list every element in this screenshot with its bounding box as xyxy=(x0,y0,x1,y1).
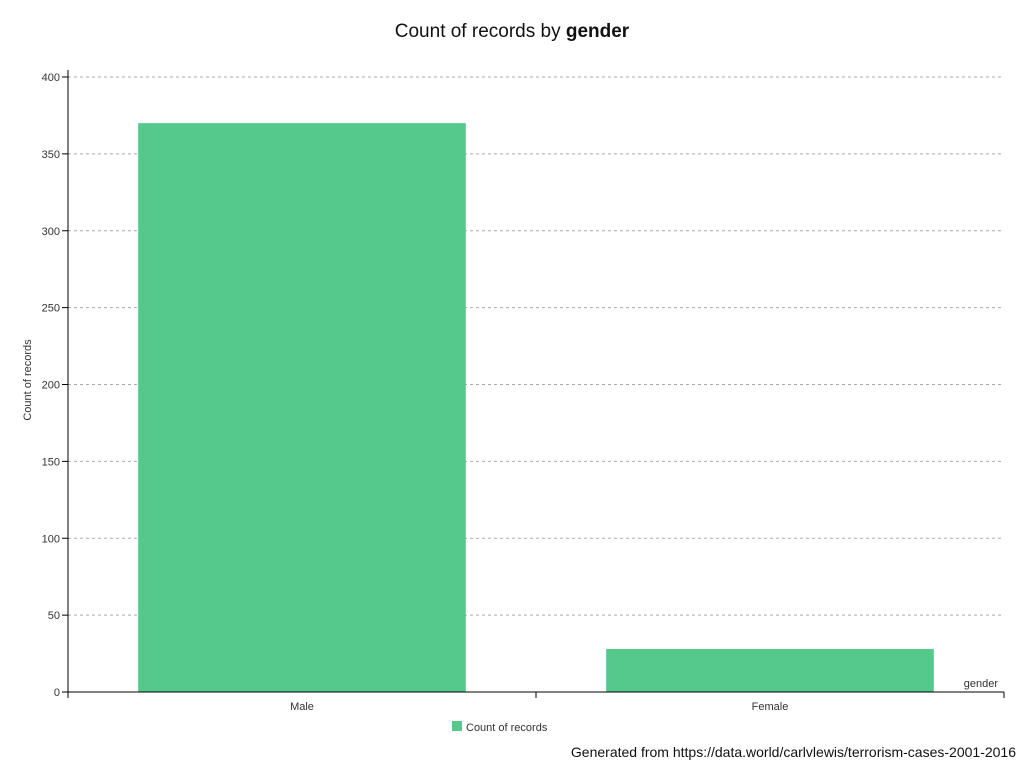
bar-male xyxy=(138,123,466,692)
y-tick-label: 250 xyxy=(42,303,60,315)
y-tick-label: 300 xyxy=(42,226,60,238)
chart-title: Count of records by gender xyxy=(395,21,630,42)
chart-title-field: gender xyxy=(566,21,630,42)
y-tick-label: 100 xyxy=(42,533,60,545)
y-tick-label: 50 xyxy=(48,610,60,622)
bars xyxy=(138,123,934,692)
x-axis-ticks: Male Female xyxy=(67,692,1005,713)
y-tick-label: 350 xyxy=(42,149,60,161)
x-tick-label: Male xyxy=(290,701,314,713)
legend: Count of records xyxy=(452,721,548,734)
legend-swatch xyxy=(452,721,462,731)
bar-female xyxy=(606,648,934,692)
y-tick-label: 200 xyxy=(42,380,60,392)
y-axis-ticks: 0 50 100 150 200 250 300 350 400 xyxy=(42,72,68,699)
y-axis-title: Count of records xyxy=(22,339,34,421)
y-tick-label: 0 xyxy=(54,687,60,699)
legend-label: Count of records xyxy=(466,722,548,734)
y-tick-label: 400 xyxy=(42,72,60,84)
x-axis-title: gender xyxy=(964,678,999,690)
y-tick-label: 150 xyxy=(42,456,60,468)
source-note: Generated from https://data.world/carlvl… xyxy=(571,744,1016,760)
x-tick-label: Female xyxy=(752,701,789,713)
chart-title-prefix: Count of records by xyxy=(395,21,561,42)
